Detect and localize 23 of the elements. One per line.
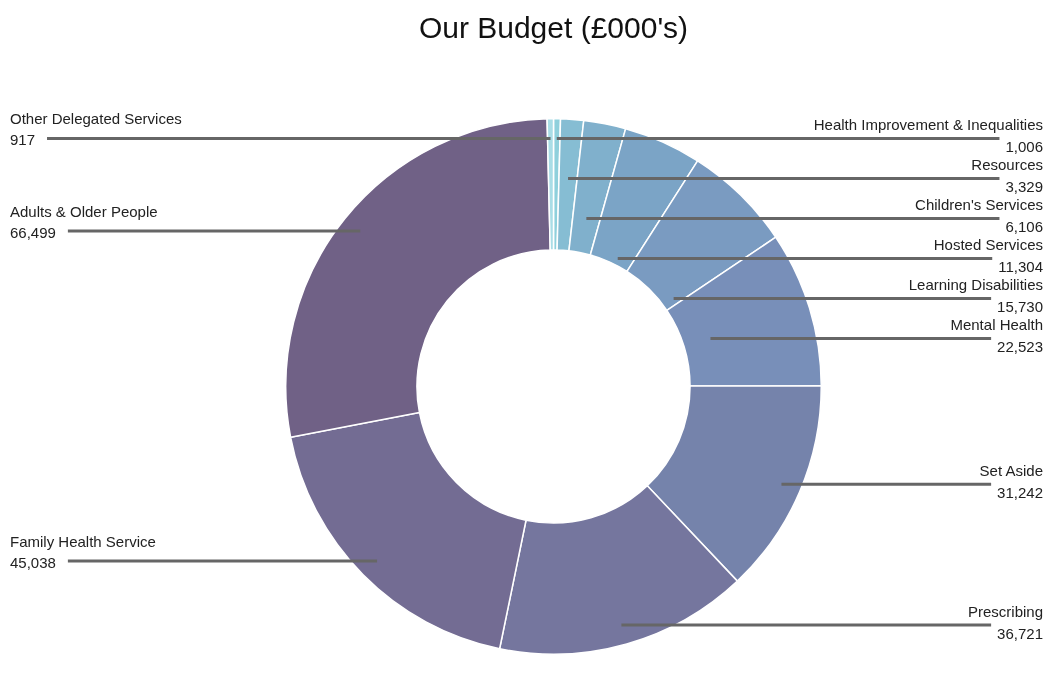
data-label: 45,038 [10,553,56,571]
data-label: 917 [10,131,36,149]
data-label: 11,304 [998,258,1043,276]
data-label: 1,006 [1005,138,1043,156]
slice-label: Health Improvement & Inequalities [813,116,1043,134]
data-label: 66,499 [10,223,56,241]
slice-label: Resources [971,156,1043,174]
data-label: 6,106 [1005,218,1043,236]
data-label: 36,721 [997,625,1043,643]
slice-label: Other Delegated Services [10,110,182,128]
slice-label: Set Aside [979,462,1043,480]
slice-label: Hosted Services [933,236,1043,254]
data-label: 3,329 [1005,178,1043,196]
slice-label: Learning Disabilities [908,276,1043,294]
chart-title: Our Budget (£000's) [418,11,689,45]
slice-label: Prescribing [967,603,1043,621]
slice-label: Family Health Service [10,532,156,550]
data-label: 31,242 [997,484,1043,502]
slice-label: Children's Services [915,196,1043,214]
data-label: 15,730 [997,298,1043,316]
slice-label: Adults & Older People [10,202,158,220]
data-label: 22,523 [997,338,1043,356]
slice-label: Mental Health [950,316,1043,334]
